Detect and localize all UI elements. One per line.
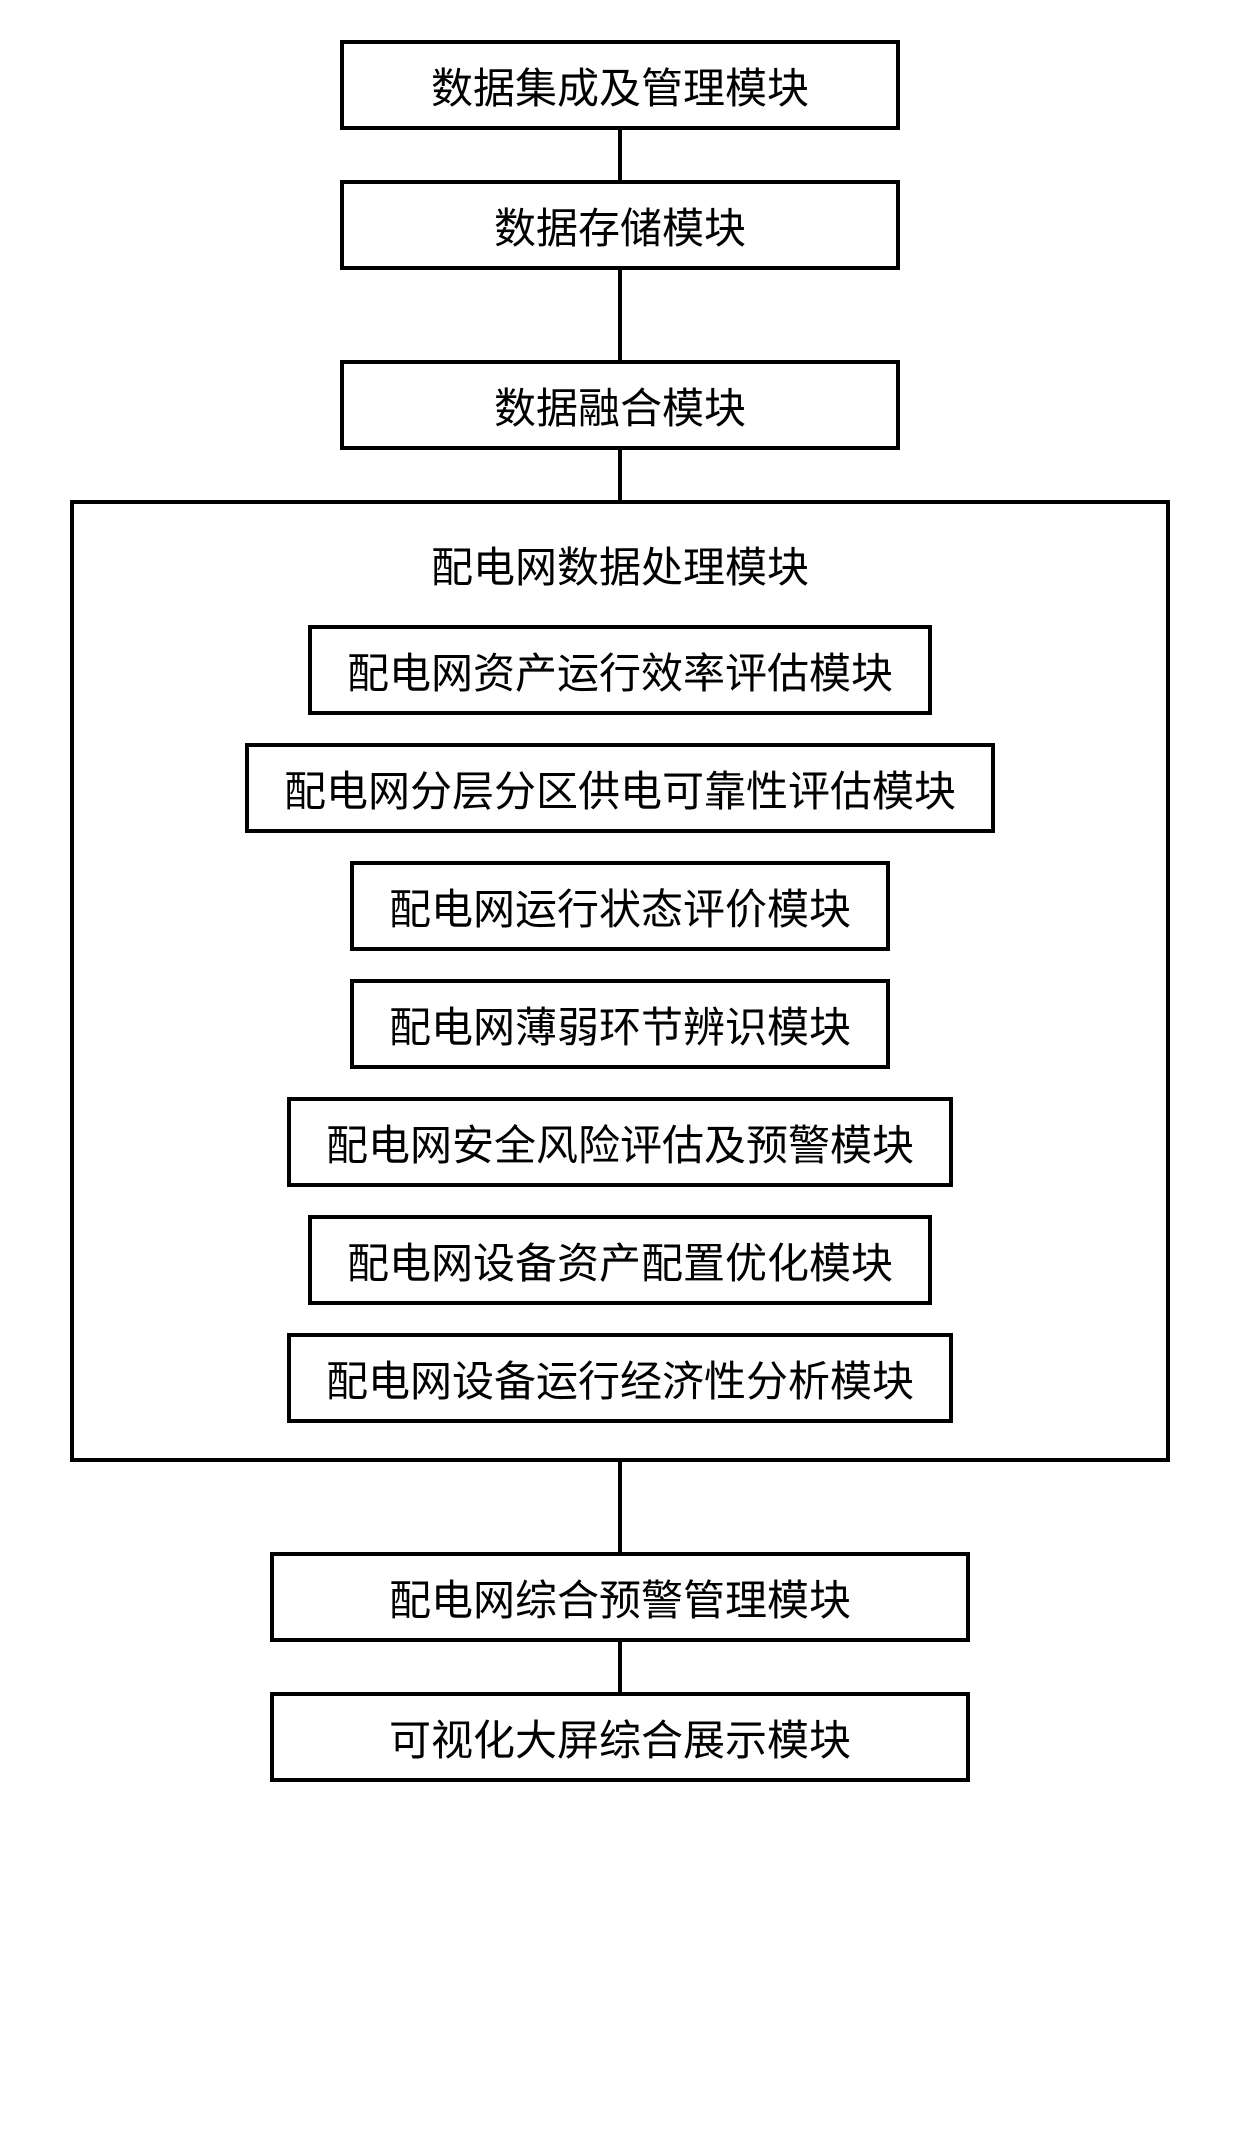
container-title: 配电网数据处理模块 [431, 534, 809, 595]
inner-node-weak-link: 配电网薄弱环节辨识模块 [350, 979, 890, 1069]
connector [618, 450, 622, 500]
inner-label: 配电网安全风险评估及预警模块 [326, 1112, 914, 1173]
inner-label: 配电网设备运行经济性分析模块 [326, 1348, 914, 1409]
inner-node-economic-analysis: 配电网设备运行经济性分析模块 [287, 1333, 953, 1423]
inner-label: 配电网分层分区供电可靠性评估模块 [284, 758, 956, 819]
inner-label: 配电网运行状态评价模块 [389, 876, 851, 937]
flowchart-container: 数据集成及管理模块 数据存储模块 数据融合模块 配电网数据处理模块 配电网资产运… [70, 40, 1170, 1782]
inner-label: 配电网设备资产配置优化模块 [347, 1230, 893, 1291]
node-data-fusion: 数据融合模块 [340, 360, 900, 450]
node-label: 数据集成及管理模块 [431, 55, 809, 116]
node-label: 数据存储模块 [494, 195, 746, 256]
inner-node-asset-efficiency: 配电网资产运行效率评估模块 [308, 625, 932, 715]
inner-node-status-eval: 配电网运行状态评价模块 [350, 861, 890, 951]
connector [618, 270, 622, 360]
inner-node-asset-config: 配电网设备资产配置优化模块 [308, 1215, 932, 1305]
node-processing-container: 配电网数据处理模块 配电网资产运行效率评估模块 配电网分层分区供电可靠性评估模块… [70, 500, 1170, 1462]
node-data-integration: 数据集成及管理模块 [340, 40, 900, 130]
inner-node-risk-warning: 配电网安全风险评估及预警模块 [287, 1097, 953, 1187]
inner-node-reliability-eval: 配电网分层分区供电可靠性评估模块 [245, 743, 995, 833]
connector [618, 1462, 622, 1552]
node-label: 配电网综合预警管理模块 [389, 1567, 851, 1628]
connector [618, 130, 622, 180]
connector [618, 1642, 622, 1692]
node-label: 数据融合模块 [494, 375, 746, 436]
inner-label: 配电网薄弱环节辨识模块 [389, 994, 851, 1055]
node-visual-display: 可视化大屏综合展示模块 [270, 1692, 970, 1782]
node-label: 可视化大屏综合展示模块 [389, 1707, 851, 1768]
inner-label: 配电网资产运行效率评估模块 [347, 640, 893, 701]
node-warning-management: 配电网综合预警管理模块 [270, 1552, 970, 1642]
node-data-storage: 数据存储模块 [340, 180, 900, 270]
